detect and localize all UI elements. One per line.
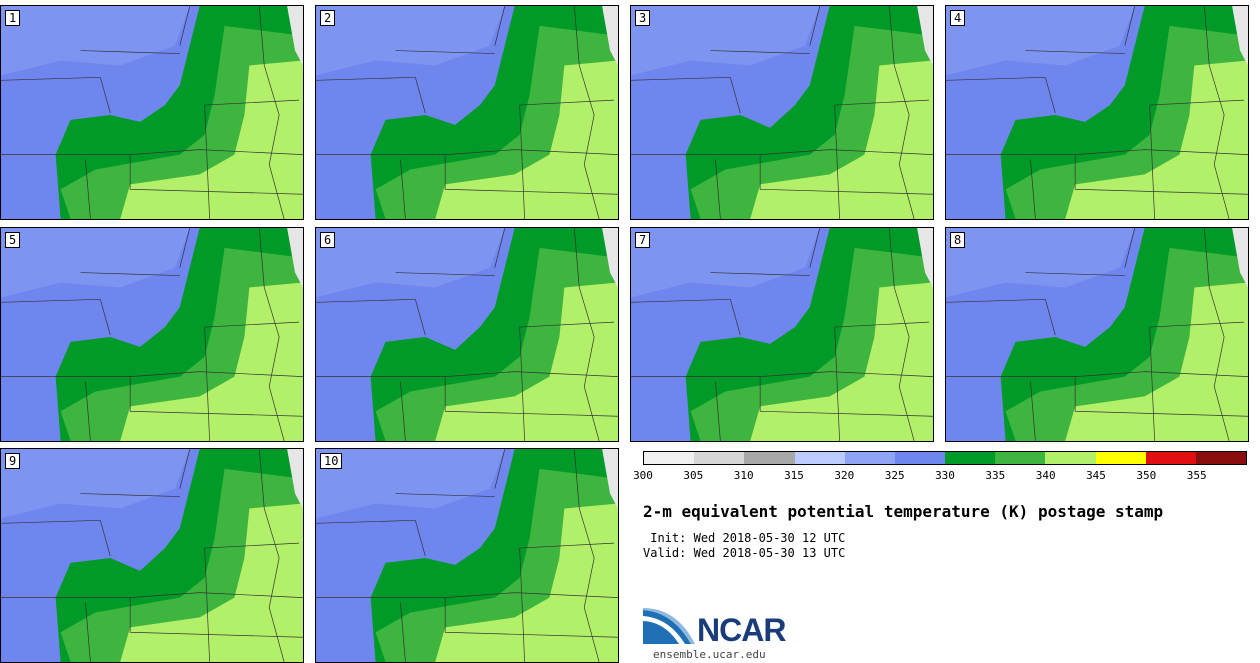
colorbar-tick-label: 310 — [733, 469, 754, 482]
colorbar-tick-label: 355 — [1186, 469, 1207, 482]
panel-label: 7 — [635, 232, 651, 248]
colorbar-swatch — [694, 452, 745, 464]
valid-time: Valid: Wed 2018-05-30 13 UTC — [643, 546, 845, 560]
colorbar-swatch — [794, 452, 845, 464]
panel-label: 10 — [320, 453, 343, 469]
map-svg — [1, 6, 303, 219]
map-panel-7: 7 — [630, 227, 934, 442]
map-panel-6: 6 — [315, 227, 619, 442]
colorbar-swatch — [1045, 452, 1096, 464]
colorbar — [643, 451, 1247, 465]
map-svg — [1, 228, 303, 441]
panel-label: 4 — [950, 10, 966, 26]
map-panel-9: 9 — [0, 448, 304, 663]
map-svg — [946, 228, 1248, 441]
map-svg — [316, 449, 618, 662]
valid-label: Valid: — [643, 546, 687, 560]
map-svg — [631, 228, 933, 441]
colorbar-ticks: 300 305 310 315 320 325 330 335 340 345 350 355 — [633, 469, 1247, 483]
map-svg — [946, 6, 1248, 219]
panel-label: 3 — [635, 10, 651, 26]
panel-label: 5 — [5, 232, 21, 248]
panel-label: 9 — [5, 453, 21, 469]
colorbar-tick-label: 320 — [834, 469, 855, 482]
map-panel-8: 8 — [945, 227, 1249, 442]
init-label: Init: — [650, 531, 687, 545]
colorbar-tick-label: 325 — [884, 469, 905, 482]
map-panel-1: 1 — [0, 5, 304, 220]
map-panel-5: 5 — [0, 227, 304, 442]
colorbar-swatch — [1145, 452, 1196, 464]
panel-label: 2 — [320, 10, 336, 26]
colorbar-swatch — [894, 452, 946, 464]
valid-value: Wed 2018-05-30 13 UTC — [693, 546, 846, 560]
website-url: ensemble.ucar.edu — [653, 648, 766, 661]
colorbar-tick-label: 335 — [985, 469, 1006, 482]
map-panel-3: 3 — [630, 5, 934, 220]
colorbar-swatch — [644, 452, 695, 464]
colorbar-tick-label: 300 — [633, 469, 653, 482]
colorbar-swatch — [945, 452, 996, 464]
colorbar-tick-label: 350 — [1136, 469, 1157, 482]
colorbar-tick-label: 315 — [784, 469, 804, 482]
panel-label: 8 — [950, 232, 966, 248]
init-value: Wed 2018-05-30 12 UTC — [693, 531, 846, 545]
colorbar-swatch — [1095, 452, 1146, 464]
colorbar-swatch — [844, 452, 895, 464]
map-svg — [316, 228, 618, 441]
ncar-logo-text: NCAR — [697, 612, 786, 648]
colorbar-tick-label: 305 — [683, 469, 704, 482]
colorbar-tick-label: 340 — [1035, 469, 1056, 482]
panel-label: 6 — [320, 232, 336, 248]
map-svg — [631, 6, 933, 219]
colorbar-swatch — [995, 452, 1046, 464]
map-svg — [316, 6, 618, 219]
colorbar-tick-label: 330 — [935, 469, 955, 482]
colorbar-swatch — [1195, 452, 1247, 464]
colorbar-swatch — [744, 452, 795, 464]
panel-label: 1 — [5, 10, 21, 26]
map-panel-2: 2 — [315, 5, 619, 220]
map-panel-4: 4 — [945, 5, 1249, 220]
figure-title: 2-m equivalent potential temperature (K)… — [643, 502, 1164, 521]
colorbar-tick-label: 345 — [1086, 469, 1106, 482]
ncar-logo-icon — [643, 608, 695, 644]
init-time: Init: Wed 2018-05-30 12 UTC — [643, 531, 845, 545]
map-svg — [1, 449, 303, 662]
map-panel-10: 10 — [315, 448, 619, 663]
